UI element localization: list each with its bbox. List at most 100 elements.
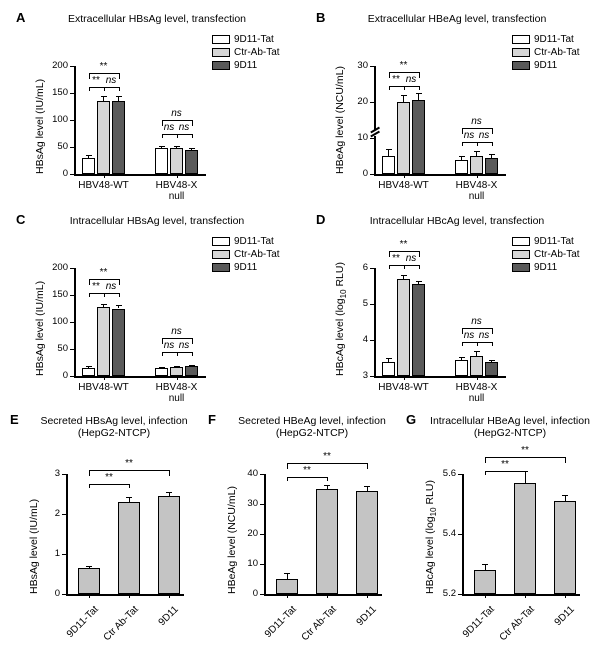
panel-label: E — [10, 412, 19, 427]
error-cap — [284, 573, 290, 574]
ytick — [70, 349, 74, 350]
sig-bracket — [404, 86, 419, 87]
ytick — [70, 66, 74, 67]
sig-bracket — [389, 72, 419, 73]
legend-swatch — [512, 237, 530, 246]
xtick — [525, 594, 526, 598]
bar — [412, 284, 425, 376]
x-category-label: HBV48-WT — [374, 180, 433, 191]
error-cap — [86, 366, 92, 367]
bar — [170, 148, 183, 174]
sig-bracket — [389, 251, 419, 252]
bar — [514, 483, 536, 594]
legend-swatch — [512, 61, 530, 70]
bar — [112, 101, 125, 174]
y-axis — [374, 268, 376, 376]
sig-bracket — [89, 484, 129, 485]
legend-label: 9D11-Tat — [534, 236, 574, 247]
legend-label: Ctr-Ab-Tat — [534, 47, 580, 58]
sig-label: ns — [99, 75, 123, 86]
error-bar — [418, 93, 419, 100]
sig-bracket-drop — [404, 86, 405, 90]
legend-item: Ctr-Ab-Tat — [212, 249, 280, 260]
panel-label: G — [406, 412, 416, 427]
bar — [397, 102, 410, 174]
ytick — [260, 474, 264, 475]
sig-bracket-drop — [129, 484, 130, 488]
ytick — [62, 554, 66, 555]
bar — [185, 366, 198, 376]
ytick-label: 3 — [32, 468, 60, 479]
bar — [170, 367, 183, 376]
bar — [412, 100, 425, 174]
ytick — [70, 147, 74, 148]
legend-item: 9D11 — [512, 262, 557, 273]
sig-label: ns — [172, 340, 196, 351]
xtick — [129, 594, 130, 598]
sig-bracket-drop — [485, 471, 486, 475]
xtick — [104, 174, 105, 178]
ytick — [70, 93, 74, 94]
sig-label: ns — [465, 316, 489, 327]
legend-label: Ctr-Ab-Tat — [234, 249, 280, 260]
ytick — [458, 534, 462, 535]
error-cap — [174, 146, 180, 147]
ytick — [62, 474, 66, 475]
xtick — [287, 594, 288, 598]
ytick — [370, 102, 374, 103]
sig-bracket — [389, 86, 404, 87]
bar — [455, 160, 468, 174]
sig-label: ns — [172, 122, 196, 133]
chart-title: Intracellular HBsAg level, transfection — [42, 216, 272, 228]
sig-bracket-drop — [177, 352, 178, 356]
y-axis — [66, 474, 68, 594]
sig-label: ** — [97, 472, 121, 483]
sig-bracket-drop — [419, 265, 420, 269]
sig-bracket-drop — [492, 342, 493, 346]
legend-item: Ctr-Ab-Tat — [212, 47, 280, 58]
ytick — [70, 120, 74, 121]
ytick — [458, 594, 462, 595]
sig-bracket-drop — [89, 484, 90, 488]
error-cap — [86, 155, 92, 156]
panel-label: D — [316, 212, 325, 227]
sig-bracket-drop — [192, 352, 193, 356]
sig-label: ns — [165, 326, 189, 337]
sig-bracket — [89, 279, 119, 280]
sig-label: ** — [493, 459, 517, 470]
ytick — [70, 295, 74, 296]
error-cap — [86, 566, 92, 567]
panel-A: AExtracellular HBsAg level, transfection… — [12, 8, 302, 203]
sig-bracket — [477, 142, 492, 143]
error-cap — [386, 149, 392, 150]
legend-label: Ctr-Ab-Tat — [534, 249, 580, 260]
error-cap — [459, 357, 465, 358]
ytick — [370, 268, 374, 269]
legend-item: 9D11-Tat — [512, 34, 574, 45]
panel-label: A — [16, 10, 25, 25]
sig-bracket-drop — [169, 470, 170, 476]
legend-label: 9D11-Tat — [234, 236, 274, 247]
ytick — [458, 474, 462, 475]
sig-label: ns — [399, 74, 423, 85]
y-axis-label: HBeAg level (NCU/mL) — [334, 66, 346, 174]
sig-label: ** — [513, 445, 537, 456]
error-cap — [189, 365, 195, 366]
bar — [97, 307, 110, 376]
legend-label: 9D11 — [234, 262, 257, 273]
sig-bracket-drop — [89, 293, 90, 297]
chart-title: Intracellular HBcAg level, transfection — [342, 216, 572, 228]
y-axis — [74, 268, 76, 376]
panel-label: F — [208, 412, 216, 427]
sig-bracket — [177, 134, 192, 135]
sig-bracket — [462, 128, 492, 129]
sig-bracket — [162, 120, 192, 121]
sig-bracket — [89, 293, 104, 294]
xtick — [477, 376, 478, 380]
legend-label: 9D11-Tat — [534, 34, 574, 45]
sig-bracket-drop — [287, 463, 288, 469]
error-cap — [386, 358, 392, 359]
y-axis-label: HBsAg level (IU/mL) — [34, 281, 46, 376]
error-cap — [189, 148, 195, 149]
error-cap — [159, 146, 165, 147]
